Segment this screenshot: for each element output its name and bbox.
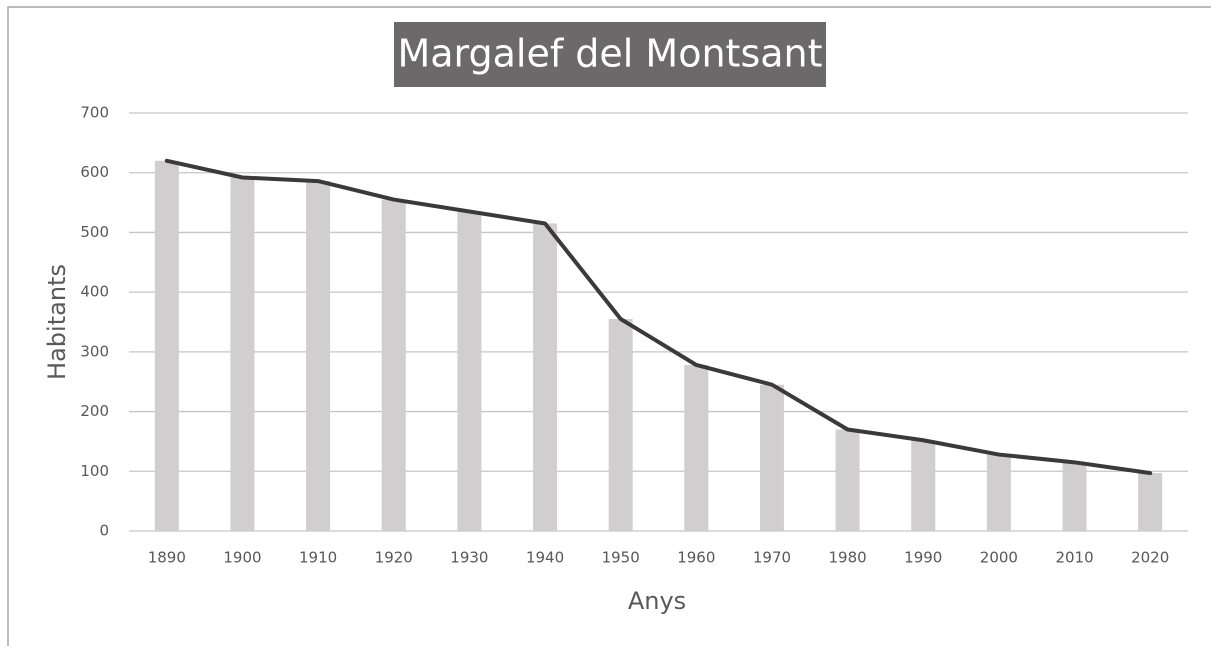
y-tick-label: 400: [80, 283, 109, 301]
bar: [835, 429, 860, 531]
bar: [154, 160, 179, 531]
x-tick-label: 2000: [980, 549, 1018, 567]
y-tick-label: 200: [80, 402, 109, 420]
bar: [381, 199, 406, 532]
bar: [1138, 473, 1163, 531]
x-tick-label: 1970: [753, 549, 791, 567]
y-tick-label: 600: [80, 163, 109, 181]
chart-title: Margalef del Montsant: [397, 32, 822, 76]
x-tick-label: 1910: [299, 549, 337, 567]
x-tick-label: 2020: [1131, 549, 1169, 567]
x-axis-label: Anys: [628, 587, 686, 615]
x-tick-label: 1980: [829, 549, 867, 567]
bar: [759, 384, 784, 531]
x-tick-label: 1920: [375, 549, 413, 567]
bar: [1062, 462, 1087, 531]
y-tick-label: 700: [80, 104, 109, 122]
y-tick-label: 500: [80, 223, 109, 241]
x-tick-label: 1930: [450, 549, 488, 567]
trend-line: [164, 158, 1153, 476]
y-tick-label: 0: [99, 522, 109, 540]
bar: [911, 440, 936, 531]
bar: [986, 454, 1011, 531]
x-tick-label: 1950: [602, 549, 640, 567]
bar: [608, 319, 633, 531]
y-axis-label: Habitants: [43, 264, 71, 380]
frame: [7, 6, 1211, 646]
x-tick-label: 1940: [526, 549, 564, 567]
x-tick-label: 1990: [904, 549, 942, 567]
bar: [684, 364, 709, 531]
x-tick-label: 1890: [148, 549, 186, 567]
bar: [230, 177, 255, 531]
x-tick-label: 2010: [1055, 549, 1093, 567]
bar: [457, 211, 482, 531]
x-tick-label: 1900: [223, 549, 261, 567]
y-tick-label: 100: [80, 462, 109, 480]
x-tick-label: 1960: [677, 549, 715, 567]
bar: [533, 223, 558, 531]
title-box: [394, 22, 826, 87]
bar: [306, 181, 331, 531]
y-tick-label: 300: [80, 342, 109, 360]
